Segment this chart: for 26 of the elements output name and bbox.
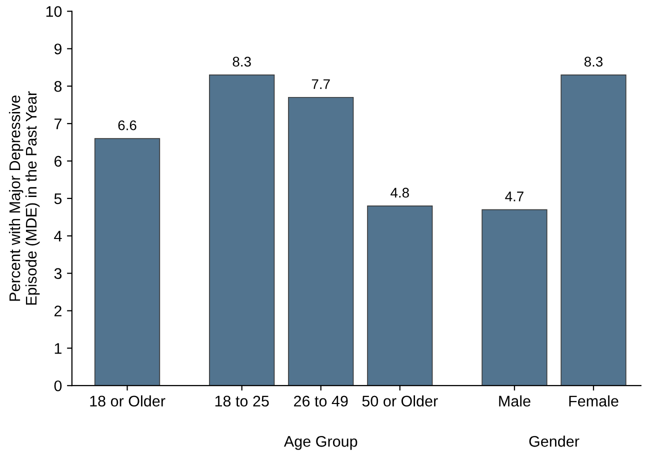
y-tick-label: 4 (54, 230, 62, 242)
text: Age Group (284, 436, 358, 450)
y-tick-label: 2 (54, 306, 62, 316)
data-label: 6.6 (118, 120, 136, 130)
x-tick-label: 18 or Older (90, 395, 166, 407)
x-tick-label: 26 to 49 (294, 396, 348, 407)
x-tick-label: 18 to 25 (215, 396, 269, 407)
data-label: 8.3 (232, 56, 251, 67)
y-tick-label: 7 (54, 118, 62, 130)
data-label: 4.7 (505, 192, 524, 202)
y-axis-title: Percent with Major Depressive Episode (MDE) in the Past Year (8, 91, 40, 305)
y-tick-label: 10 (46, 6, 62, 17)
data-label: 4.8 (390, 188, 409, 198)
y-tick-label: 8 (54, 81, 62, 92)
data-label: 7.7 (312, 79, 330, 89)
text: Gender (529, 436, 580, 447)
x-tick-label: 50 or Older (362, 395, 438, 407)
y-tick-label: 3 (54, 268, 62, 279)
y-tick-label: 1 (54, 343, 62, 354)
x-tick-label: Male (499, 395, 530, 407)
y-tick-label: 0 (54, 380, 62, 392)
y-tick-label: 9 (54, 44, 62, 54)
data-label: 8.3 (584, 56, 603, 67)
y-tick-label: 6 (54, 156, 62, 167)
y-tick-label: 5 (54, 193, 62, 204)
x-tick-label: Female (569, 395, 618, 407)
